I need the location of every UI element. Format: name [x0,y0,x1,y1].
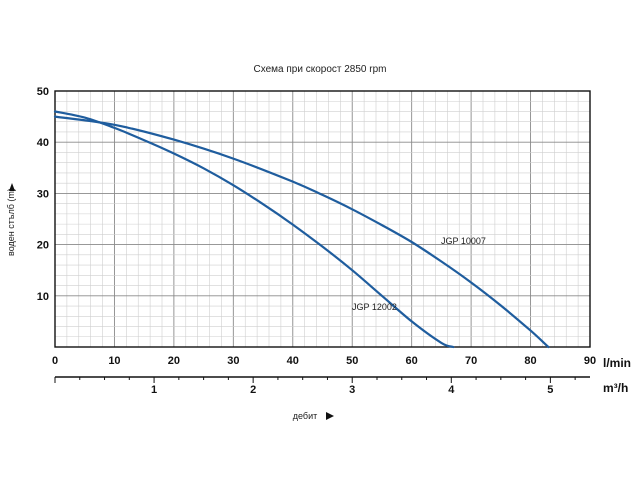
plot-border [54,90,591,348]
x2-tick-label: 3 [349,384,355,396]
series-label-0: JGP 12002 [352,302,397,312]
x-tick-label: 10 [108,355,120,367]
x-tick-label: 30 [227,355,239,367]
y-tick-label: 20 [37,240,49,252]
secondary-x-axis: 1 2 3 4 5 [54,376,590,396]
x-axis-unit: l/min [603,356,631,370]
x-tick-label: 50 [346,355,358,367]
x2-tick-label: 5 [547,384,553,396]
series-line-0 [53,110,455,349]
x-tick-label: 90 [584,355,596,367]
x-axis-arrow-icon [326,412,334,420]
series-label-1: JGP 10007 [441,236,486,246]
chart-title: Схема при скорост 2850 rpm [253,64,386,75]
x2-tick-label: 2 [250,384,256,396]
y-axis-label-group: воден стълб (m) [6,188,16,256]
x-axis-label: дебит [293,411,317,421]
plot-frame [54,90,591,348]
y-tick-label: 40 [37,137,49,149]
y-axis-label: воден стълб (m) [6,188,16,256]
x2-axis-unit: m³/h [603,381,628,395]
x-tick-label: 0 [52,355,58,367]
x-axis-ticks: 0 10 20 30 40 50 60 70 80 90 [52,355,596,367]
series-curves: JGP 12002 JGP 10007 [53,110,550,349]
y-tick-label: 10 [37,291,49,303]
y-axis-ticks: 10 20 30 40 50 [37,86,49,303]
x-tick-label: 80 [524,355,536,367]
x-tick-label: 60 [406,355,418,367]
series-line-1 [53,115,550,349]
x-tick-label: 20 [168,355,180,367]
x2-tick-label: 4 [448,384,455,396]
x-tick-label: 70 [465,355,477,367]
y-axis-arrow-icon [9,183,15,191]
x-tick-label: 40 [287,355,299,367]
y-tick-label: 30 [37,188,49,200]
y-tick-label: 50 [37,86,49,98]
x2-tick-label: 1 [151,384,157,396]
